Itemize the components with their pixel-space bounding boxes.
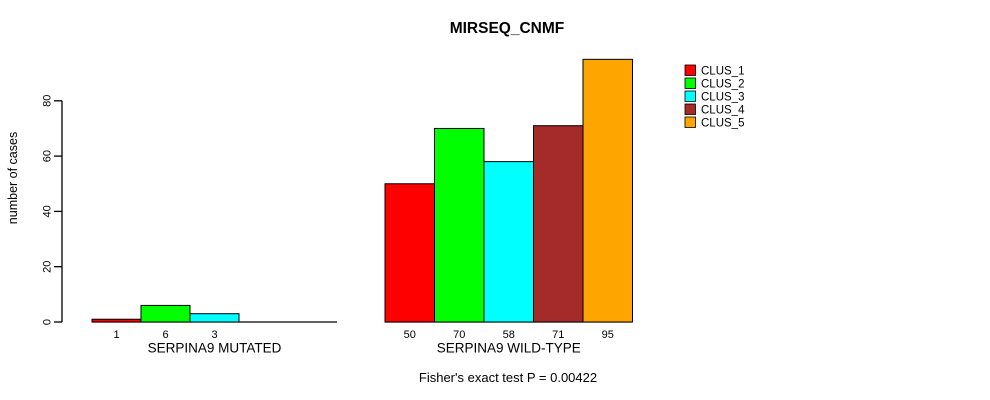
fisher-test-annotation: Fisher's exact test P = 0.00422 — [419, 370, 597, 385]
bar-value-label: 3 — [211, 329, 217, 341]
bar-value-label: 71 — [552, 329, 564, 341]
bar-clus-2-serpina9-mutated — [140, 304, 191, 323]
bar-value-label: 58 — [503, 329, 515, 341]
chart-title: MIRSEQ_CNMF — [450, 20, 565, 37]
legend-label-clus-2: CLUS_2 — [701, 79, 744, 91]
y-tick-label: 80 — [42, 95, 54, 107]
bar-value-label: 1 — [113, 329, 119, 341]
group-label-serpina9-wild-type: SERPINA9 WILD-TYPE — [437, 341, 581, 356]
legend-swatch-clus-5 — [684, 116, 696, 128]
y-tick-label: 0 — [42, 319, 54, 325]
y-tick-label: 40 — [42, 205, 54, 217]
y-axis-label: number of cases — [6, 132, 20, 224]
y-axis: 0 20 40 60 80 — [42, 95, 63, 325]
bar-clus-4-serpina9-wild-type — [533, 125, 584, 323]
bar-clus-1-serpina9-wild-type — [384, 183, 435, 323]
legend-label-clus-3: CLUS_3 — [701, 92, 744, 104]
bar-value-label: 50 — [404, 329, 416, 341]
bar-clus-2-serpina9-wild-type — [434, 127, 485, 323]
bar-value-label: 95 — [602, 329, 614, 341]
legend-swatch-clus-1 — [684, 64, 696, 76]
legend-swatch-clus-2 — [684, 77, 696, 89]
y-tick-label: 20 — [42, 261, 54, 273]
group-label-serpina9-mutated: SERPINA9 MUTATED — [148, 341, 282, 356]
legend-label-clus-5: CLUS_5 — [701, 118, 744, 130]
bar-clus-1-serpina9-mutated — [91, 318, 142, 323]
y-tick-label: 60 — [42, 150, 54, 162]
bar-clus-3-serpina9-wild-type — [483, 161, 534, 323]
bar-value-label: 70 — [453, 329, 465, 341]
legend-swatch-clus-3 — [684, 90, 696, 102]
bar-value-label: 6 — [162, 329, 168, 341]
legend-swatch-clus-4 — [684, 103, 696, 115]
legend-label-clus-4: CLUS_4 — [701, 105, 745, 117]
bar-clus-5-serpina9-wild-type — [582, 58, 633, 323]
bar-clus-3-serpina9-mutated — [189, 313, 240, 323]
legend-label-clus-1: CLUS_1 — [701, 66, 744, 78]
